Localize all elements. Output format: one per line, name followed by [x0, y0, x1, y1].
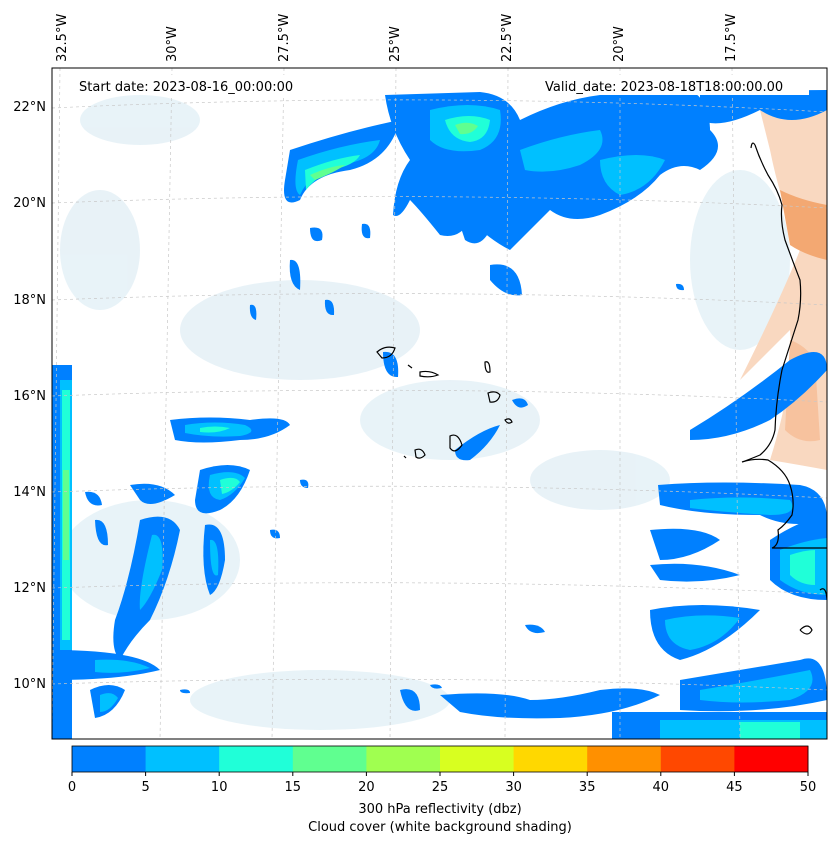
colorbar-segment: [660, 746, 735, 772]
colorbar-tick-label: 5: [141, 780, 149, 795]
start-date-box: [70, 75, 320, 95]
coastline: [376, 142, 827, 635]
colorbar-segment: [366, 746, 441, 772]
colorbar-label-line1: 300 hPa reflectivity (dbz): [358, 802, 521, 817]
lat-label: 22°N: [13, 100, 46, 115]
start-date-text: Start date: 2023-08-16_00:00:00: [79, 80, 293, 95]
colorbar-segment: [513, 746, 588, 772]
colorbar-segment: [440, 746, 515, 772]
colorbar-tick-label: 10: [211, 780, 228, 795]
lat-label: 10°N: [13, 677, 46, 692]
lat-label: 18°N: [13, 293, 46, 308]
reflectivity-10-15: [60, 105, 827, 739]
colorbar-segment: [292, 746, 367, 772]
lat-label: 12°N: [13, 581, 46, 596]
colorbar-tick-label: 35: [579, 780, 596, 795]
colorbar-segments: [72, 746, 809, 772]
lon-label: 32.5°W: [55, 14, 70, 62]
colorbar-label-line2: Cloud cover (white background shading): [308, 820, 572, 835]
colorbar-tick-label: 45: [726, 780, 743, 795]
map-frame: [51, 67, 828, 740]
longitude-labels: 32.5°W 30°W 27.5°W 25°W 22.5°W 20°W 17.5…: [55, 14, 739, 62]
lat-label: 14°N: [13, 485, 46, 500]
lon-label: 17.5°W: [724, 14, 739, 62]
colorbar-tick-label: 25: [432, 780, 449, 795]
lat-label: 20°N: [13, 196, 46, 211]
valid-date-box: [537, 75, 809, 95]
colorbar: 0 5 10 15 20 25 30 35 40 45 50 300 hPa reflectivit…: [68, 745, 816, 835]
colorbar-segment: [72, 746, 147, 772]
lon-label: 25°W: [388, 26, 403, 62]
colorbar-tick-label: 0: [68, 780, 76, 795]
colorbar-tick-label: 40: [653, 780, 670, 795]
map-content: [52, 68, 827, 739]
latitude-labels: 22°N 20°N 18°N 16°N 14°N 12°N 10°N: [13, 100, 46, 692]
graticule: [52, 68, 827, 739]
colorbar-segment: [219, 746, 294, 772]
reflectivity-20-25: [63, 122, 478, 560]
colorbar-tick-label: 50: [800, 780, 817, 795]
lat-label: 16°N: [13, 389, 46, 404]
colorbar-ticks: 0 5 10 15 20 25 30 35 40 45 50: [68, 772, 816, 795]
colorbar-segment: [587, 746, 662, 772]
colorbar-tick-label: 20: [358, 780, 375, 795]
colorbar-tick-label: 15: [285, 780, 302, 795]
lon-label: 20°W: [612, 26, 627, 62]
lon-label: 27.5°W: [277, 14, 292, 62]
valid-date-text: Valid_date: 2023-08-18T18:00:00.00: [545, 80, 783, 95]
colorbar-segment: [734, 746, 809, 772]
colorbar-segment: [145, 746, 220, 772]
cloud-cover-shading: [60, 95, 790, 730]
lon-label: 30°W: [165, 26, 180, 62]
lon-label: 22.5°W: [500, 14, 515, 62]
colorbar-tick-label: 30: [505, 780, 522, 795]
